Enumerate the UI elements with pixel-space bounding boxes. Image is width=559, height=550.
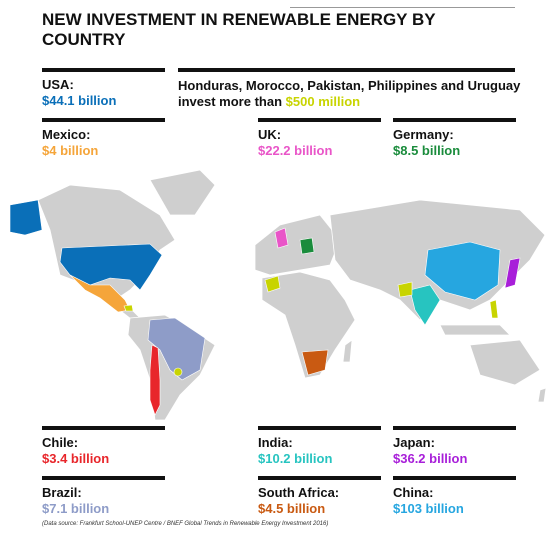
china bbox=[424, 241, 501, 301]
country-name: Chile: bbox=[42, 435, 79, 450]
label-rule bbox=[42, 426, 165, 430]
country-name: USA: bbox=[42, 77, 74, 92]
usa bbox=[59, 243, 163, 291]
label-rule bbox=[258, 476, 381, 480]
new-zealand bbox=[537, 387, 547, 403]
label-rule bbox=[258, 426, 381, 430]
uk bbox=[274, 227, 289, 249]
greenland bbox=[149, 169, 216, 216]
title: NEW INVESTMENT IN RENEWABLE ENERGY BY CO… bbox=[42, 10, 436, 49]
label-rule bbox=[42, 476, 165, 480]
label-rule bbox=[393, 118, 516, 122]
indonesia bbox=[439, 324, 511, 336]
country-amount: $22.2 billion bbox=[258, 143, 333, 158]
label-rule bbox=[42, 68, 165, 72]
europe bbox=[254, 214, 341, 276]
note-highlight: $500 million bbox=[285, 94, 361, 109]
note-rule bbox=[178, 68, 515, 72]
top-rule bbox=[290, 7, 515, 8]
country-name: Germany: bbox=[393, 127, 454, 142]
country-amount: $36.2 billion bbox=[393, 451, 468, 466]
south-africa bbox=[301, 349, 329, 376]
country-amount: $3.4 billion bbox=[42, 451, 110, 466]
country-amount: $4 billion bbox=[42, 143, 99, 158]
africa bbox=[261, 271, 356, 379]
country-name: Mexico: bbox=[42, 127, 91, 142]
north-america bbox=[37, 184, 176, 301]
country-amount: $8.5 billion bbox=[393, 143, 461, 158]
honduras bbox=[123, 304, 134, 312]
country-amount: $44.1 billion bbox=[42, 93, 117, 108]
label-rule bbox=[258, 118, 381, 122]
brazil bbox=[147, 317, 206, 381]
note: Honduras, Morocco, Pakistan, Philippines… bbox=[178, 78, 523, 110]
alaska bbox=[9, 199, 43, 236]
label-rule bbox=[42, 118, 165, 122]
chile bbox=[149, 344, 161, 416]
madagascar bbox=[342, 339, 353, 363]
australia bbox=[469, 339, 541, 386]
country-amount: $7.1 billion bbox=[42, 501, 110, 516]
india bbox=[409, 284, 441, 326]
label-rule bbox=[393, 476, 516, 480]
label-rule bbox=[393, 426, 516, 430]
germany bbox=[299, 237, 315, 255]
morocco bbox=[264, 275, 281, 293]
uruguay bbox=[173, 367, 183, 377]
country-name: South Africa: bbox=[258, 485, 340, 500]
country-amount: $10.2 billion bbox=[258, 451, 333, 466]
japan bbox=[504, 257, 521, 289]
country-name: UK: bbox=[258, 127, 282, 142]
source: (Data source: Frankfurt School-UNEP Cent… bbox=[42, 521, 329, 527]
country-amount: $103 billion bbox=[393, 501, 464, 516]
country-name: Japan: bbox=[393, 435, 435, 450]
country-name: India: bbox=[258, 435, 293, 450]
country-name: Brazil: bbox=[42, 485, 82, 500]
note-text: Honduras, Morocco, Pakistan, Philippines… bbox=[178, 78, 521, 109]
philippines bbox=[489, 299, 499, 319]
country-amount: $4.5 billion bbox=[258, 501, 326, 516]
country-name: China: bbox=[393, 485, 434, 500]
pakistan bbox=[397, 281, 413, 298]
